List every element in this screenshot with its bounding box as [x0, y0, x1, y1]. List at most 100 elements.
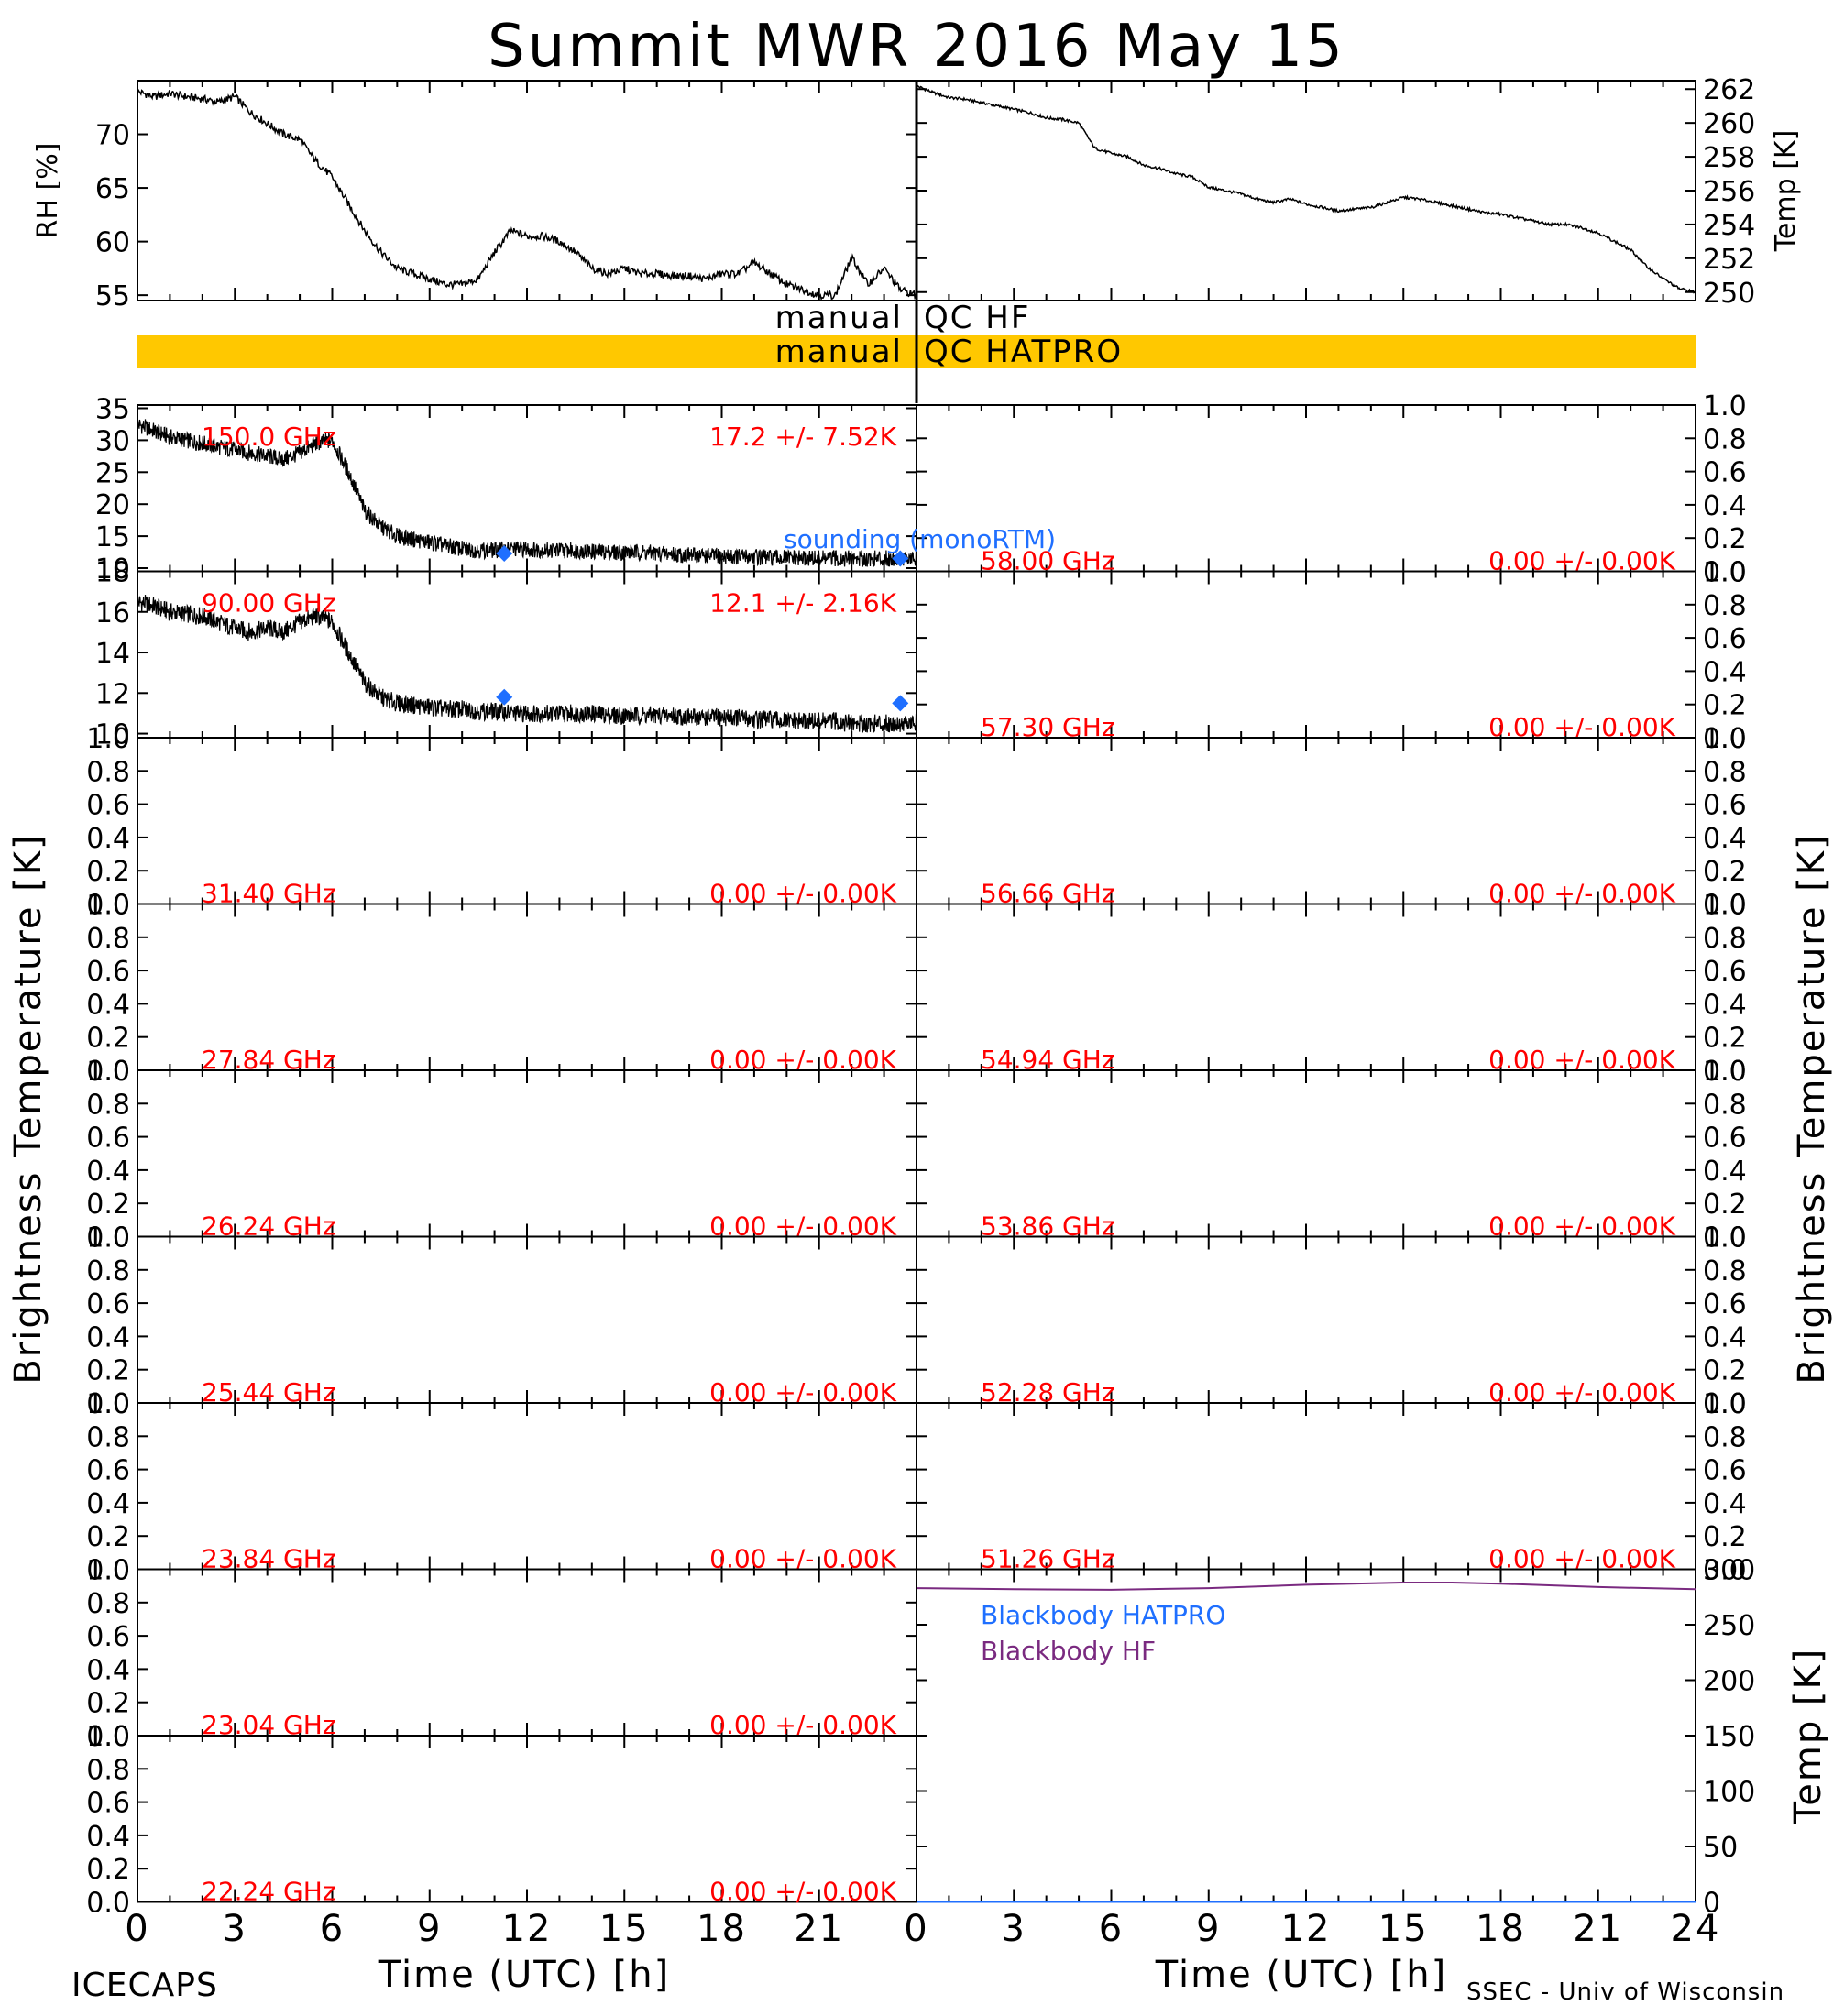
x-tick-label: 3	[1002, 1908, 1026, 1950]
x-tick-label: 9	[1196, 1908, 1221, 1950]
channel-stat-label: 12.1 +/- 2.16K	[709, 588, 896, 619]
panel-frame	[137, 80, 917, 301]
y-tick-label: 0.8	[1703, 590, 1747, 622]
sounding-label: sounding (monoRTM)	[784, 524, 1056, 554]
y-tick-label: 0.0	[86, 1056, 130, 1088]
y-tick-label: 1.0	[86, 723, 130, 755]
y-tick-label: 1.0	[1703, 390, 1747, 422]
x-tick-labels-right: 0 3 6 9 12 15 18 21 24	[904, 1908, 1718, 1950]
y-tick-label: 0.6	[1703, 623, 1747, 655]
qc-section: manual QC HF manual QC HATPRO	[137, 300, 1696, 370]
y-tick-label: 0.6	[1703, 1288, 1747, 1320]
y-tick-label: 60	[95, 227, 130, 259]
y-tick-label: 0.0	[86, 1388, 130, 1420]
y-tick-label: 100	[1703, 1777, 1755, 1809]
y-tick-label: 262	[1703, 74, 1755, 106]
x-tick-label: 18	[1476, 1908, 1526, 1950]
right-axis-title: Brightness Temperature [K]	[1791, 833, 1833, 1384]
y-tick-label: 0.2	[1703, 523, 1747, 555]
sounding-marker	[892, 550, 909, 567]
panel-ch-2224: 0.00.20.40.60.81.022.24 GHz 0.00 +/- 0.00…	[86, 1721, 917, 1920]
y-axis-title: RH [%]	[32, 143, 64, 239]
x-tick-label: 6	[320, 1908, 345, 1950]
y-tick-label: 0.2	[86, 1189, 130, 1221]
y-tick-label: 0.4	[1703, 1321, 1747, 1353]
y-tick-label: 0.2	[86, 1521, 130, 1553]
y-axis-title: Temp [K]	[1787, 1648, 1829, 1825]
y-tick-label: 1.0	[1703, 1388, 1747, 1420]
y-tick-label: 0.6	[86, 1455, 130, 1487]
y-tick-label: 0.6	[1703, 956, 1747, 988]
channel-stat-label: 0.00 +/- 0.00K	[709, 1877, 896, 1907]
channel-stat-label: 17.2 +/- 7.52K	[709, 422, 896, 452]
y-tick-label: 0.0	[1703, 1388, 1747, 1420]
footer-right: SSEC - Univ of Wisconsin	[1466, 1978, 1784, 2006]
y-tick-label: 0.4	[86, 1821, 130, 1853]
y-tick-label: 250	[1703, 1610, 1755, 1642]
y-tick-label: 35	[95, 393, 130, 425]
panel-ch-5386: 0.00.20.40.60.81.053.86 GHz 0.00 +/- 0.00…	[916, 1056, 1747, 1255]
y-tick-label: 0.0	[1703, 1222, 1747, 1255]
panel-ch-2624: 0.00.20.40.60.81.026.24 GHz 0.00 +/- 0.00…	[86, 1056, 917, 1255]
x-tick-label: 3	[223, 1908, 247, 1950]
y-tick-label: 0.4	[1703, 823, 1747, 855]
y-tick-label: 20	[95, 489, 130, 521]
y-tick-label: 0.6	[1703, 1123, 1747, 1155]
y-tick-label: 0.8	[1703, 923, 1747, 955]
y-tick-label: 0.8	[86, 1588, 130, 1620]
y-tick-label: 0.4	[1703, 656, 1747, 688]
y-tick-label: 0.4	[1703, 490, 1747, 522]
panel-ch-2384: 0.00.20.40.60.81.023.84 GHz 0.00 +/- 0.00…	[86, 1388, 917, 1587]
x-tick-labels-left: 0 3 6 9 12 15 18 21	[125, 1908, 842, 1950]
panel-ch-5494: 0.00.20.40.60.81.054.94 GHz 0.00 +/- 0.00…	[916, 890, 1747, 1088]
qc-hf-left: manual	[775, 300, 903, 336]
y-axis-title: Temp [K]	[1770, 130, 1802, 253]
panel-ch-90: 10 12 14 16 18 90.00 GHz 12.1 +/- 2.16K	[95, 557, 917, 751]
sounding-marker	[496, 688, 513, 706]
y-tick-label: 1.0	[1703, 557, 1747, 589]
panel-rh: 55 60 65 70 RH [%]	[32, 80, 917, 312]
xlabel-right: Time (UTC) [h]	[1155, 1954, 1447, 1996]
xlabel-left: Time (UTC) [h]	[378, 1954, 670, 1996]
y-tick-label: 0.0	[1703, 557, 1747, 589]
y-tick-label: 25	[95, 457, 130, 489]
x-tick-label: 6	[1099, 1908, 1124, 1950]
y-tick-label: 0.0	[1703, 1056, 1747, 1088]
y-tick-label: 0.8	[86, 923, 130, 955]
y-tick-label: 1.0	[1703, 890, 1747, 922]
y-tick-label: 0.6	[1703, 790, 1747, 822]
y-tick-label: 16	[95, 597, 130, 630]
y-tick-label: 1.0	[1703, 1056, 1747, 1088]
series-line-blackbody-1	[916, 1582, 1696, 1591]
y-tick-label: 0.6	[86, 1123, 130, 1155]
y-tick-label: 10	[95, 719, 130, 751]
y-tick-label: 0.4	[86, 1156, 130, 1188]
y-tick-label: 1.0	[1703, 723, 1747, 755]
y-tick-label: 0.6	[86, 790, 130, 822]
panel-ch-3140: 0.00.20.40.60.81.031.40 GHz 0.00 +/- 0.00…	[86, 723, 917, 922]
y-tick-label: 30	[95, 425, 130, 457]
y-tick-label: 0.4	[86, 1488, 130, 1520]
qc-hatpro-right: QC HATPRO	[924, 334, 1123, 370]
series-line-ch-150-0	[137, 419, 917, 567]
channel-freq-label: 150.0 GHz	[202, 422, 336, 452]
y-tick-label: 0.6	[86, 1788, 130, 1820]
x-tick-label: 0	[125, 1908, 149, 1950]
panel-ch-5228: 0.00.20.40.60.81.052.28 GHz 0.00 +/- 0.00…	[916, 1222, 1747, 1420]
y-tick-label: 250	[1703, 278, 1755, 310]
legend-blackbody-hatpro: Blackbody HATPRO	[981, 1600, 1225, 1630]
y-tick-label: 1.0	[86, 1555, 130, 1587]
y-tick-label: 256	[1703, 176, 1755, 208]
y-tick-label: 0.2	[86, 1023, 130, 1055]
y-tick-label: 0.4	[1703, 989, 1747, 1021]
y-tick-label: 0.6	[86, 1288, 130, 1320]
y-tick-label: 0.8	[1703, 1421, 1747, 1453]
y-tick-label: 55	[95, 280, 130, 312]
channel-freq-label: 90.00 GHz	[202, 588, 336, 619]
y-tick-label: 50	[1703, 1832, 1738, 1864]
x-tick-label: 12	[502, 1908, 553, 1950]
y-tick-label: 0.4	[1703, 1156, 1747, 1188]
